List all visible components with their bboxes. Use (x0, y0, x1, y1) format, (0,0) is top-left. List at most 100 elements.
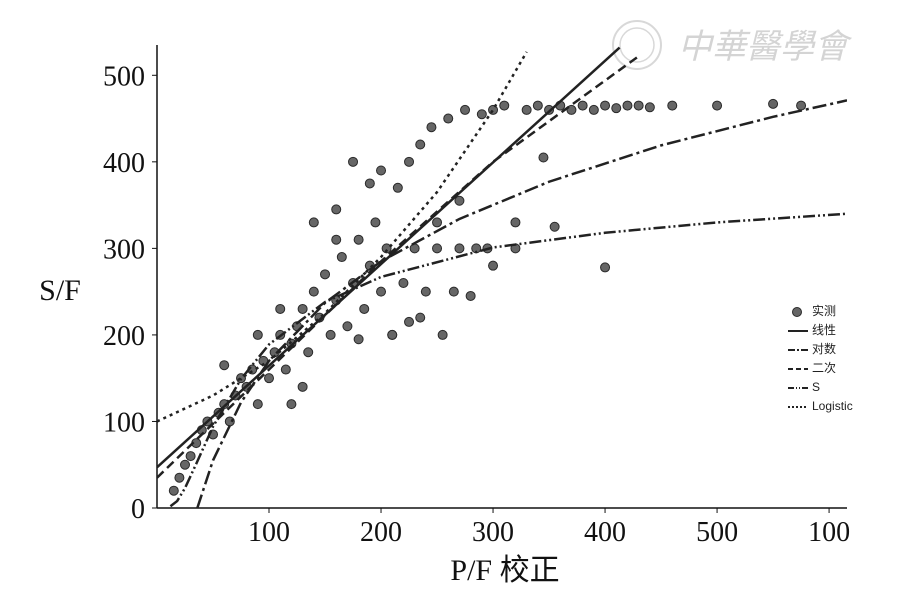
x-tick-label: 300 (472, 517, 514, 548)
data-point (454, 195, 465, 206)
data-point (376, 165, 387, 176)
data-point (364, 178, 375, 189)
data-point (404, 316, 415, 327)
data-point (488, 260, 499, 271)
data-point (264, 373, 275, 384)
data-point (168, 485, 179, 496)
data-point (219, 360, 230, 371)
data-point (415, 312, 426, 323)
data-point (460, 104, 471, 115)
data-point (392, 182, 403, 193)
data-point (325, 329, 336, 340)
data-point (588, 104, 599, 115)
data-point (308, 217, 319, 228)
data-point (796, 100, 807, 111)
data-point (521, 104, 532, 115)
legend-label: 实测 (812, 303, 836, 318)
data-point (185, 451, 196, 462)
data-point (437, 329, 448, 340)
legend-label: 二次 (812, 361, 836, 375)
x-tick-label: 200 (360, 517, 402, 548)
data-point (510, 217, 521, 228)
legend-label: 线性 (812, 323, 836, 337)
data-point (398, 277, 409, 288)
x-tick-label: 500 (696, 517, 738, 548)
data-point (415, 139, 426, 150)
data-point (297, 381, 308, 392)
data-point (611, 103, 622, 114)
x-tick-label: 400 (584, 517, 626, 548)
y-tick-label: 300 (103, 234, 145, 265)
data-point (476, 109, 487, 120)
data-point (420, 286, 431, 297)
legend-label: S (812, 380, 820, 394)
y-tick-label: 200 (103, 321, 145, 352)
data-point (174, 472, 185, 483)
data-point (370, 217, 381, 228)
data-point (308, 286, 319, 297)
data-point (376, 286, 387, 297)
fit-line (157, 51, 528, 423)
data-point (331, 234, 342, 245)
data-point (280, 364, 291, 375)
x-axis-label: P/F 校正 (450, 554, 559, 587)
y-tick-label: 0 (131, 494, 145, 525)
fit-line (196, 99, 847, 508)
data-point (297, 303, 308, 314)
data-point (252, 399, 263, 410)
data-point (712, 100, 723, 111)
data-point (336, 252, 347, 263)
data-point (320, 269, 331, 280)
legend-label: Logistic (812, 399, 853, 413)
data-point (448, 286, 459, 297)
watermark-logo (612, 20, 662, 70)
data-point (549, 221, 560, 232)
data-point (348, 156, 359, 167)
data-point (432, 243, 443, 254)
data-point (342, 321, 353, 332)
data-point (180, 459, 191, 470)
data-point (426, 122, 437, 133)
data-point (331, 204, 342, 215)
y-tick-label: 500 (103, 61, 145, 92)
data-point (219, 399, 230, 410)
y-tick-label: 400 (103, 148, 145, 179)
data-point (387, 329, 398, 340)
data-point (499, 100, 510, 111)
data-point (353, 234, 364, 245)
fit-line (169, 212, 847, 508)
data-point (538, 152, 549, 163)
x-tick-label: 100 (808, 517, 850, 548)
y-tick-label: 100 (103, 407, 145, 438)
data-point (644, 102, 655, 113)
x-tick-label: 100 (248, 517, 290, 548)
legend-label: 对数 (812, 341, 836, 356)
data-point (600, 100, 611, 111)
fit-line (157, 54, 641, 479)
data-point (275, 303, 286, 314)
data-point (286, 399, 297, 410)
data-point (432, 217, 443, 228)
data-point (633, 100, 644, 111)
plot-area (157, 46, 847, 508)
watermark: 中華醫學會 (678, 27, 853, 67)
data-point (381, 243, 392, 254)
legend-marker (792, 307, 802, 317)
data-point (600, 262, 611, 273)
y-axis-label: S/F (39, 274, 81, 307)
data-point (409, 243, 420, 254)
data-point (454, 243, 465, 254)
fit-line (157, 46, 621, 469)
data-point (622, 100, 633, 111)
data-point (359, 303, 370, 314)
data-point (577, 100, 588, 111)
data-point (532, 100, 543, 111)
data-point (768, 98, 779, 109)
data-point (252, 329, 263, 340)
data-point (353, 334, 364, 345)
data-point (667, 100, 678, 111)
data-point (465, 290, 476, 301)
